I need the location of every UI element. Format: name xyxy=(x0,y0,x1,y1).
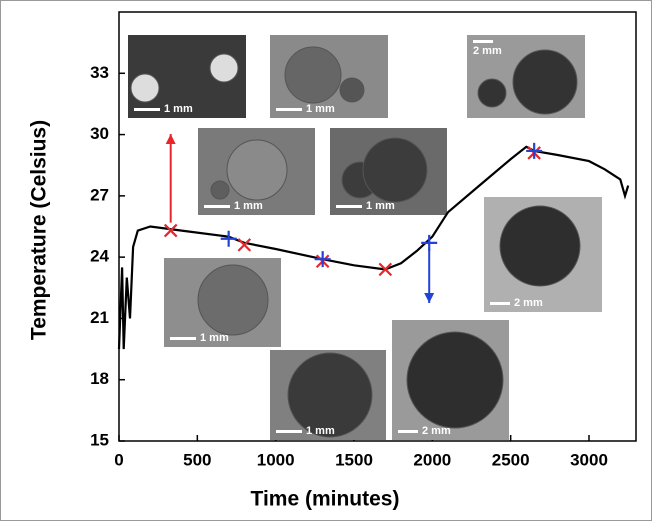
inset-blob xyxy=(210,180,230,200)
y-tick-label: 21 xyxy=(90,308,109,327)
inset-blob xyxy=(197,264,269,336)
x-tick-label: 1000 xyxy=(257,450,295,469)
y-tick-label: 15 xyxy=(90,430,109,449)
inset-blob xyxy=(406,331,504,429)
red-x-marker xyxy=(163,223,178,238)
x-tick-label: 0 xyxy=(114,450,123,469)
scale-bar xyxy=(170,337,196,340)
scale-label: 2 mm xyxy=(473,45,502,57)
red-x-marker xyxy=(237,238,252,252)
x-tick-label: 1500 xyxy=(335,450,373,469)
blue-plus-marker xyxy=(526,142,543,159)
scale-bar xyxy=(490,302,510,305)
scale-bar xyxy=(398,430,418,433)
inset-blob xyxy=(209,53,239,83)
scale-bar xyxy=(336,205,362,208)
scale-bar xyxy=(473,40,493,43)
blue-plus-marker xyxy=(220,230,237,247)
red-x-marker xyxy=(378,262,393,277)
scale-label: 1 mm xyxy=(366,200,395,212)
y-tick-label: 18 xyxy=(90,369,109,388)
scale-label: 1 mm xyxy=(164,103,193,115)
inset-blob xyxy=(477,78,507,108)
inset-blob xyxy=(499,205,581,287)
plot-frame xyxy=(118,11,637,442)
scale-label: 2 mm xyxy=(422,425,451,437)
x-axis-label: Time (minutes) xyxy=(251,488,400,511)
x-tick-label: 3000 xyxy=(570,450,608,469)
inset-blob xyxy=(362,137,428,203)
arrow-head xyxy=(424,293,435,303)
x-tick-label: 2000 xyxy=(413,450,451,469)
inset-blob xyxy=(284,46,342,104)
x-tick-label: 2500 xyxy=(492,450,530,469)
y-tick-label: 27 xyxy=(90,185,109,204)
scale-bar xyxy=(276,108,302,111)
blue-plus-marker xyxy=(314,251,331,268)
y-tick-label: 33 xyxy=(90,63,109,82)
y-tick-label: 30 xyxy=(90,124,109,143)
x-tick-label: 500 xyxy=(183,450,211,469)
inset-blob xyxy=(339,77,365,103)
inset-blob xyxy=(226,139,288,201)
y-axis-label: Temperature (Celsius) xyxy=(28,120,51,340)
blue-plus-marker xyxy=(421,234,438,251)
y-tick-label: 24 xyxy=(90,247,109,266)
inset-blob xyxy=(512,49,578,115)
arrow-head xyxy=(165,134,176,144)
scale-bar xyxy=(204,205,230,208)
scale-label: 1 mm xyxy=(306,103,335,115)
inset-blob xyxy=(130,73,160,103)
scale-label: 2 mm xyxy=(514,297,543,309)
scale-label: 1 mm xyxy=(234,200,263,212)
scale-label: 1 mm xyxy=(200,332,229,344)
scale-bar xyxy=(134,108,160,111)
scale-bar xyxy=(276,430,302,433)
inset-blob xyxy=(287,352,373,438)
scale-label: 1 mm xyxy=(306,425,335,437)
